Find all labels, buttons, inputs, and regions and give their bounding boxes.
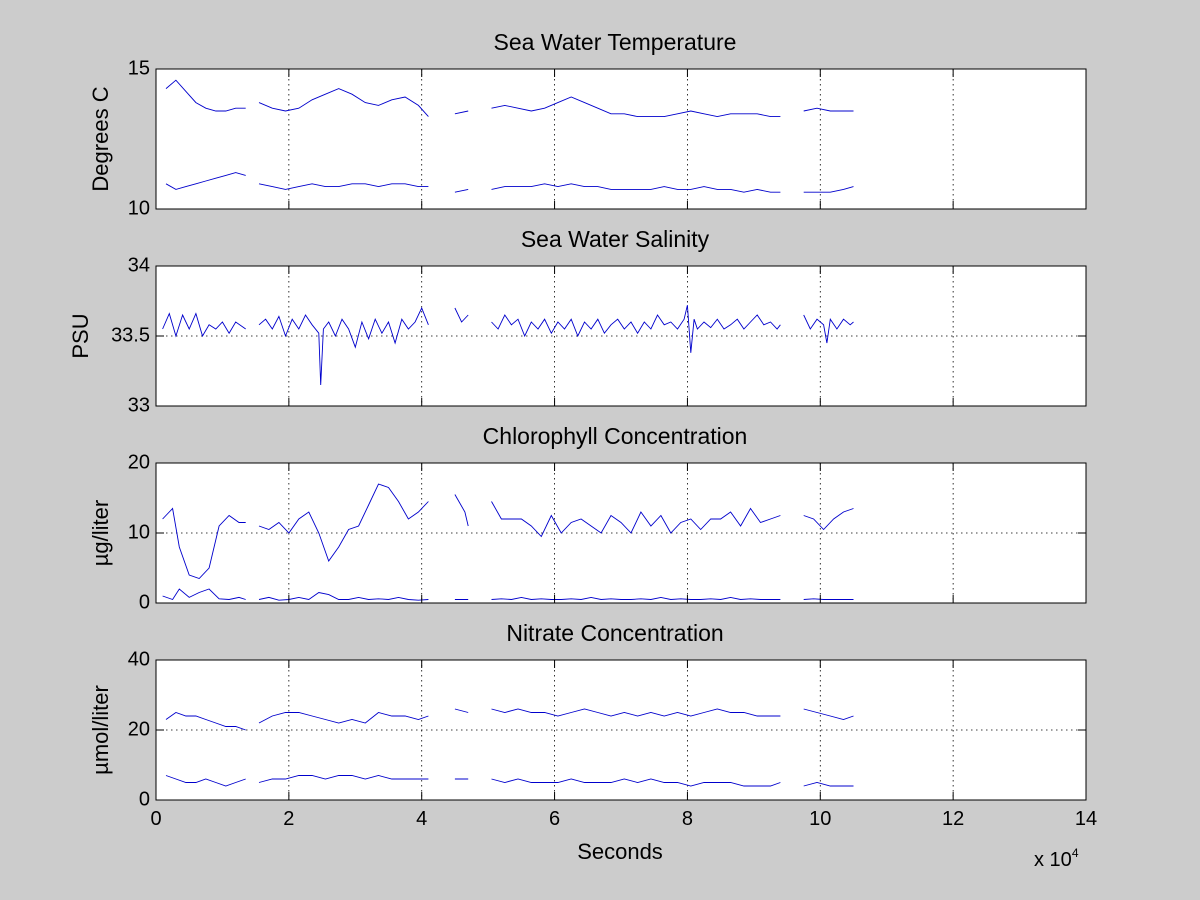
y-tick-label: 20 xyxy=(128,451,150,473)
plot-area xyxy=(156,69,1086,209)
y-axis-label: Degrees C xyxy=(88,86,113,191)
y-tick-label: 10 xyxy=(128,521,150,543)
y-axis-label: µmol/liter xyxy=(88,685,113,775)
subplot-title: Chlorophyll Concentration xyxy=(483,423,748,449)
x-axis-label: Seconds xyxy=(577,839,663,864)
x-tick-label: 0 xyxy=(150,808,161,830)
series-line-1 xyxy=(162,305,854,386)
subplot-1: 10 15 Sea Water Temperature Degrees C xyxy=(88,29,1087,219)
y-tick-label: 0 xyxy=(139,591,150,613)
x-tick-label: 10 xyxy=(809,808,831,830)
series-line-1 xyxy=(165,79,854,118)
x-tick-label: 2 xyxy=(283,808,294,830)
y-tick-label: 33.5 xyxy=(111,324,150,346)
series-line-1 xyxy=(165,708,854,731)
y-tick-label: 20 xyxy=(128,718,150,740)
subplot-title: Sea Water Temperature xyxy=(494,29,737,55)
y-axis-label: PSU xyxy=(68,313,93,358)
y-tick-label: 10 xyxy=(128,197,150,219)
subplot-title: Sea Water Salinity xyxy=(521,226,710,252)
x-tick-label: 4 xyxy=(416,808,427,830)
subplot-title: Nitrate Concentration xyxy=(506,620,723,646)
y-tick-label: 40 xyxy=(128,648,150,670)
subplot-3: 0 10 20 Chlorophyll Concentration µg/liter xyxy=(88,423,1087,613)
x-tick-label: 6 xyxy=(549,808,560,830)
y-axis-label: µg/liter xyxy=(88,500,113,566)
y-tick-label: 33 xyxy=(128,394,150,416)
y-tick-label: 0 xyxy=(139,788,150,810)
x-tick-label: 8 xyxy=(682,808,693,830)
series-line-2 xyxy=(162,588,854,601)
x-tick-label: 12 xyxy=(942,808,964,830)
x-axis-exponent: x 104 xyxy=(1034,846,1079,871)
x-tick-label: 14 xyxy=(1075,808,1097,830)
y-tick-label: 34 xyxy=(128,254,150,276)
series-line-2 xyxy=(165,775,854,787)
subplot-4: 0 20 40 0 2 4 6 8 10 12 14 Nitrate Concentration µmo… xyxy=(88,620,1097,871)
axes-frame xyxy=(155,68,1087,210)
series-line-1 xyxy=(162,483,854,580)
subplot-2: 33 33.5 34 Sea Water Salinity PSU xyxy=(68,226,1087,416)
series-line-2 xyxy=(165,172,854,193)
y-tick-label: 15 xyxy=(128,57,150,79)
